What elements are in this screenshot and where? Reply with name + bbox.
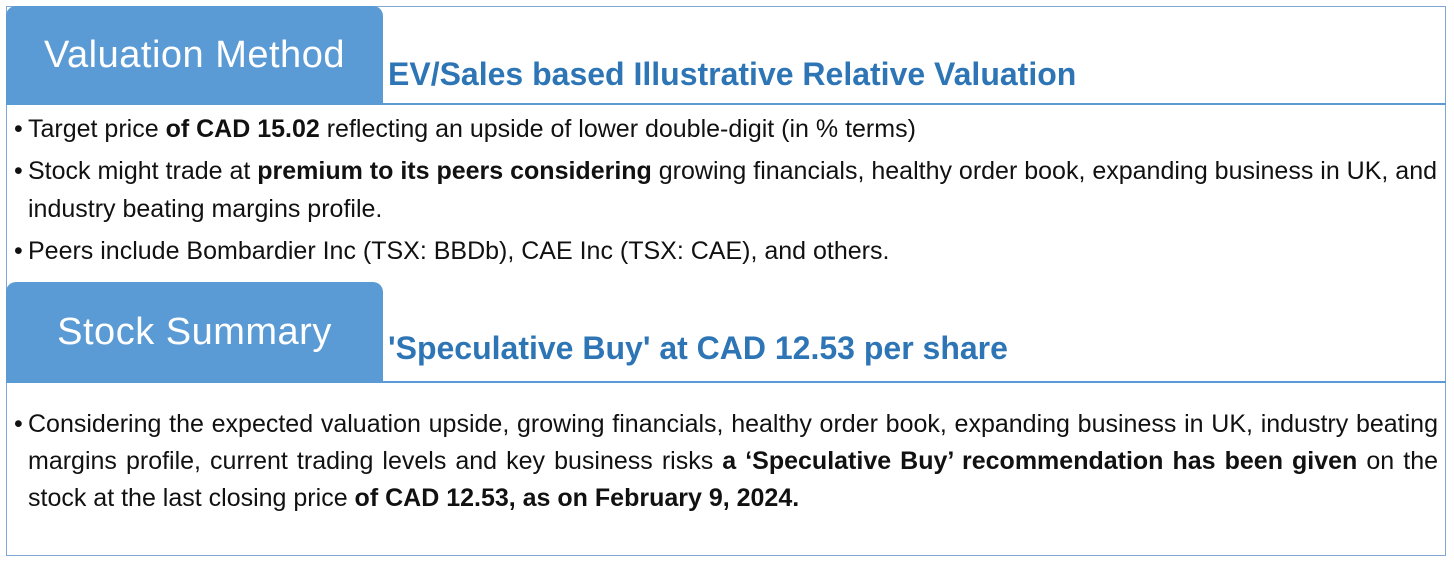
bullet-bold-text: of CAD 15.02 [165, 115, 320, 143]
summary-subtitle: 'Speculative Buy' at CAD 12.53 per share [388, 330, 1008, 366]
bullet-dot-icon: • [14, 237, 23, 265]
stock-summary-label: Stock Summary [57, 310, 332, 353]
bullet-text: Stock might trade at [28, 157, 258, 185]
valuation-divider [6, 103, 1446, 105]
bullet-item: • Peers include Bombardier Inc (TSX: BBDb… [14, 232, 1438, 270]
summary-bullet-list: • Considering the expected valuation upsi… [14, 406, 1438, 517]
valuation-method-tab: Valuation Method [6, 6, 383, 104]
bullet-item: • Target price of CAD 15.02 reflecting an… [14, 110, 1438, 148]
bullet-item: • Stock might trade at premium to its pee… [14, 152, 1438, 228]
bullet-dot-icon: • [14, 115, 23, 143]
bullet-dot-icon: • [14, 157, 23, 185]
bullet-dot-icon: • [14, 410, 23, 438]
bullet-text: Peers include Bombardier Inc (TSX: BBDb)… [28, 237, 890, 265]
stock-summary-tab: Stock Summary [6, 282, 383, 382]
bullet-text: reflecting an upside of lower double-dig… [319, 115, 916, 143]
valuation-bullet-list: • Target price of CAD 15.02 reflecting an… [14, 110, 1438, 274]
valuation-method-label: Valuation Method [44, 33, 345, 76]
valuation-subtitle: EV/Sales based Illustrative Relative Val… [388, 56, 1077, 92]
bullet-item: • Considering the expected valuation upsi… [14, 406, 1438, 517]
bullet-text: Target price [28, 115, 166, 143]
bullet-bold-text: of CAD 12.53, as on February 9, 2024. [354, 484, 800, 512]
bullet-text: on the stock at the last closing price [28, 447, 1439, 512]
bullet-bold-text: premium to its peers considering [257, 157, 652, 185]
bullet-text: growing financials, healthy order book, … [28, 157, 1438, 223]
summary-divider [6, 381, 1446, 383]
bullet-bold-text: a ‘Speculative Buy’ recommendation has b… [722, 447, 1358, 475]
report-frame [6, 6, 1446, 556]
bullet-text: Considering the expected valuation upsid… [28, 410, 1438, 475]
